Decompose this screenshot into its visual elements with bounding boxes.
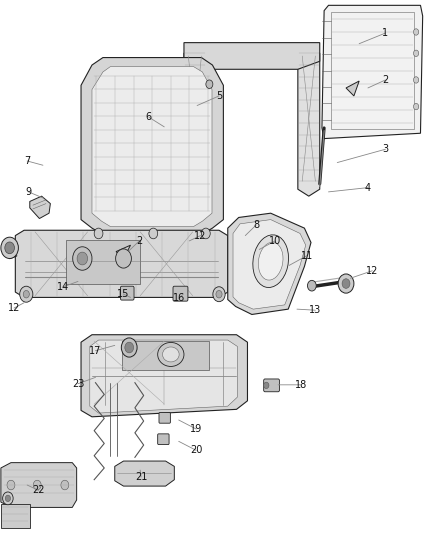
Circle shape — [121, 338, 137, 357]
Text: 10: 10 — [269, 236, 281, 246]
Polygon shape — [116, 245, 131, 259]
Text: 9: 9 — [25, 187, 32, 197]
Circle shape — [5, 495, 11, 502]
Polygon shape — [122, 341, 209, 370]
Text: 12: 12 — [8, 303, 20, 313]
Circle shape — [125, 342, 134, 353]
Text: 12: 12 — [194, 231, 207, 240]
Ellipse shape — [162, 347, 179, 362]
Circle shape — [23, 290, 29, 298]
Text: 1: 1 — [382, 28, 389, 38]
Polygon shape — [1, 504, 30, 528]
Polygon shape — [30, 196, 50, 219]
Text: 3: 3 — [382, 144, 389, 154]
Polygon shape — [90, 340, 237, 413]
Circle shape — [1, 237, 18, 259]
Polygon shape — [233, 220, 306, 309]
Polygon shape — [184, 43, 320, 69]
Polygon shape — [346, 81, 359, 96]
Ellipse shape — [253, 235, 289, 287]
Circle shape — [73, 247, 92, 270]
Circle shape — [116, 249, 131, 268]
Polygon shape — [92, 67, 212, 227]
Circle shape — [213, 287, 225, 302]
Polygon shape — [66, 240, 140, 284]
Text: 19: 19 — [190, 424, 202, 434]
Circle shape — [413, 50, 419, 56]
FancyBboxPatch shape — [120, 286, 134, 300]
Polygon shape — [81, 335, 247, 417]
Text: 18: 18 — [295, 380, 307, 390]
Circle shape — [201, 228, 210, 239]
Text: 16: 16 — [173, 294, 185, 303]
Text: 2: 2 — [382, 75, 389, 85]
Ellipse shape — [258, 243, 283, 280]
Circle shape — [206, 80, 213, 88]
Text: 17: 17 — [89, 346, 102, 356]
Text: 15: 15 — [117, 289, 130, 299]
Polygon shape — [298, 45, 320, 196]
Text: 21: 21 — [135, 472, 147, 482]
Circle shape — [33, 480, 41, 490]
Polygon shape — [1, 463, 77, 507]
Circle shape — [413, 77, 419, 83]
Ellipse shape — [158, 342, 184, 367]
Text: 13: 13 — [309, 305, 321, 315]
Text: 7: 7 — [24, 156, 30, 166]
Circle shape — [77, 252, 88, 265]
FancyBboxPatch shape — [264, 379, 279, 392]
Circle shape — [20, 286, 33, 302]
Text: 12: 12 — [366, 266, 378, 276]
Circle shape — [413, 29, 419, 35]
Text: 20: 20 — [190, 446, 202, 455]
Text: 5: 5 — [216, 91, 222, 101]
Polygon shape — [322, 5, 423, 139]
Polygon shape — [115, 461, 174, 486]
Circle shape — [413, 103, 419, 110]
Text: 23: 23 — [72, 379, 84, 389]
FancyBboxPatch shape — [159, 413, 170, 423]
FancyBboxPatch shape — [158, 434, 169, 445]
Text: 8: 8 — [253, 220, 259, 230]
Text: 4: 4 — [365, 183, 371, 192]
Circle shape — [338, 274, 354, 293]
Text: 22: 22 — [32, 486, 45, 495]
Text: 6: 6 — [146, 112, 152, 122]
FancyBboxPatch shape — [173, 286, 188, 301]
Circle shape — [3, 492, 13, 505]
Circle shape — [5, 242, 14, 254]
Text: 14: 14 — [57, 282, 70, 292]
Circle shape — [342, 279, 350, 288]
Polygon shape — [228, 213, 311, 314]
Circle shape — [7, 480, 15, 490]
Polygon shape — [184, 45, 206, 196]
Text: 2: 2 — [136, 236, 142, 246]
Polygon shape — [15, 230, 228, 297]
Polygon shape — [81, 58, 223, 235]
Circle shape — [307, 280, 316, 291]
Circle shape — [216, 290, 222, 298]
Circle shape — [61, 480, 69, 490]
Circle shape — [264, 382, 269, 389]
Circle shape — [94, 228, 103, 239]
Circle shape — [149, 228, 158, 239]
Text: 11: 11 — [300, 251, 313, 261]
